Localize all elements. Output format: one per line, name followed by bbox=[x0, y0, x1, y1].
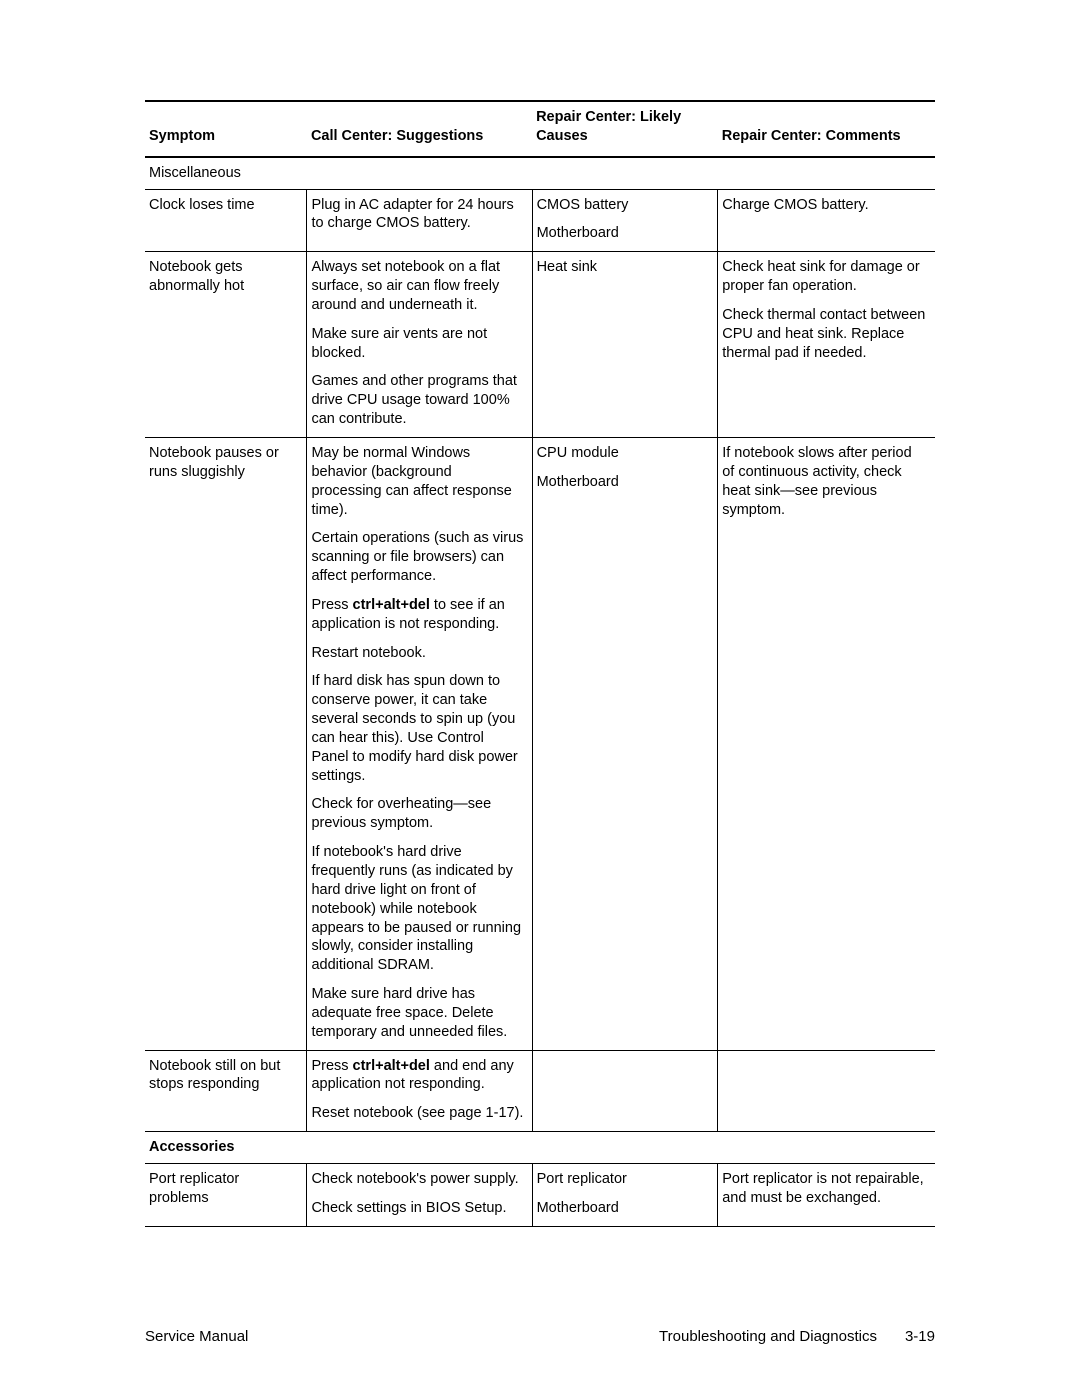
footer-center: Troubleshooting and Diagnostics bbox=[659, 1328, 877, 1345]
cell-symptom: Notebook gets abnormally hot bbox=[145, 252, 307, 438]
para: Check notebook's power supply. bbox=[311, 1170, 523, 1189]
para: Charge CMOS battery. bbox=[722, 196, 927, 215]
para: If notebook slows after period of contin… bbox=[722, 444, 927, 519]
para: Make sure hard drive has adequate free s… bbox=[311, 985, 523, 1042]
para: Heat sink bbox=[537, 258, 710, 277]
para: Check settings in BIOS Setup. bbox=[311, 1199, 523, 1218]
cell-call: May be normal Windows behavior (backgrou… bbox=[307, 437, 532, 1050]
para: If notebook's hard drive frequently runs… bbox=[311, 843, 523, 975]
para: Certain operations (such as virus scanni… bbox=[311, 529, 523, 586]
para: Motherboard bbox=[537, 1199, 710, 1218]
document-page: Symptom Call Center: Suggestions Repair … bbox=[0, 0, 1080, 1397]
para: Port replicator is not repairable, and m… bbox=[722, 1170, 927, 1208]
para: Motherboard bbox=[537, 473, 710, 492]
section-accessories: Accessories bbox=[145, 1132, 935, 1164]
cell-causes: Port replicator Motherboard bbox=[532, 1163, 718, 1226]
keystroke: ctrl+alt+del bbox=[353, 1058, 430, 1074]
para: Motherboard bbox=[537, 224, 710, 243]
para: Plug in AC adapter for 24 hours to charg… bbox=[311, 196, 523, 234]
text: Press bbox=[311, 1058, 352, 1074]
table-row: Notebook still on but stops responding P… bbox=[145, 1050, 935, 1132]
header-call: Call Center: Suggestions bbox=[307, 101, 532, 157]
para: Always set notebook on a flat surface, s… bbox=[311, 258, 523, 315]
para: May be normal Windows behavior (backgrou… bbox=[311, 444, 523, 519]
para: Check for overheating—see previous sympt… bbox=[311, 795, 523, 833]
para: Press ctrl+alt+del and end any applicati… bbox=[311, 1057, 523, 1095]
table-row: Clock loses time Plug in AC adapter for … bbox=[145, 189, 935, 252]
para: CPU module bbox=[537, 444, 710, 463]
cell-causes: CPU module Motherboard bbox=[532, 437, 718, 1050]
cell-symptom: Notebook pauses or runs sluggishly bbox=[145, 437, 307, 1050]
cell-causes: CMOS battery Motherboard bbox=[532, 189, 718, 252]
para: Check thermal contact between CPU and he… bbox=[722, 306, 927, 363]
cell-call: Always set notebook on a flat surface, s… bbox=[307, 252, 532, 438]
keystroke: ctrl+alt+del bbox=[353, 597, 430, 613]
header-comments: Repair Center: Comments bbox=[718, 101, 935, 157]
header-causes: Repair Center: Likely Causes bbox=[532, 101, 718, 157]
cell-comments bbox=[718, 1050, 935, 1132]
para: Reset notebook (see page 1-17). bbox=[311, 1104, 523, 1123]
page-footer: Service Manual Troubleshooting and Diagn… bbox=[145, 1328, 935, 1345]
para: Port replicator bbox=[537, 1170, 710, 1189]
section-accessories-label: Accessories bbox=[145, 1132, 935, 1164]
para: Make sure air vents are not blocked. bbox=[311, 325, 523, 363]
cell-comments: Charge CMOS battery. bbox=[718, 189, 935, 252]
cell-comments: Port replicator is not repairable, and m… bbox=[718, 1163, 935, 1226]
section-misc: Miscellaneous bbox=[145, 157, 935, 189]
cell-causes: Heat sink bbox=[532, 252, 718, 438]
footer-page-number: 3-19 bbox=[905, 1328, 935, 1345]
cell-symptom: Port replicator problems bbox=[145, 1163, 307, 1226]
cell-call: Plug in AC adapter for 24 hours to charg… bbox=[307, 189, 532, 252]
table-row: Port replicator problems Check notebook'… bbox=[145, 1163, 935, 1226]
cell-call: Check notebook's power supply. Check set… bbox=[307, 1163, 532, 1226]
table-row: Notebook gets abnormally hot Always set … bbox=[145, 252, 935, 438]
troubleshooting-table: Symptom Call Center: Suggestions Repair … bbox=[145, 100, 935, 1227]
text: Press bbox=[311, 597, 352, 613]
cell-symptom: Notebook still on but stops responding bbox=[145, 1050, 307, 1132]
cell-comments: If notebook slows after period of contin… bbox=[718, 437, 935, 1050]
table-row: Notebook pauses or runs sluggishly May b… bbox=[145, 437, 935, 1050]
cell-causes bbox=[532, 1050, 718, 1132]
section-misc-label: Miscellaneous bbox=[145, 157, 935, 189]
para: Restart notebook. bbox=[311, 644, 523, 663]
para: Games and other programs that drive CPU … bbox=[311, 372, 523, 429]
para: Check heat sink for damage or proper fan… bbox=[722, 258, 927, 296]
header-symptom: Symptom bbox=[145, 101, 307, 157]
footer-left: Service Manual bbox=[145, 1328, 248, 1345]
para: CMOS battery bbox=[537, 196, 710, 215]
cell-call: Press ctrl+alt+del and end any applicati… bbox=[307, 1050, 532, 1132]
para: Press ctrl+alt+del to see if an applicat… bbox=[311, 596, 523, 634]
para: If hard disk has spun down to conserve p… bbox=[311, 672, 523, 785]
cell-symptom: Clock loses time bbox=[145, 189, 307, 252]
cell-comments: Check heat sink for damage or proper fan… bbox=[718, 252, 935, 438]
